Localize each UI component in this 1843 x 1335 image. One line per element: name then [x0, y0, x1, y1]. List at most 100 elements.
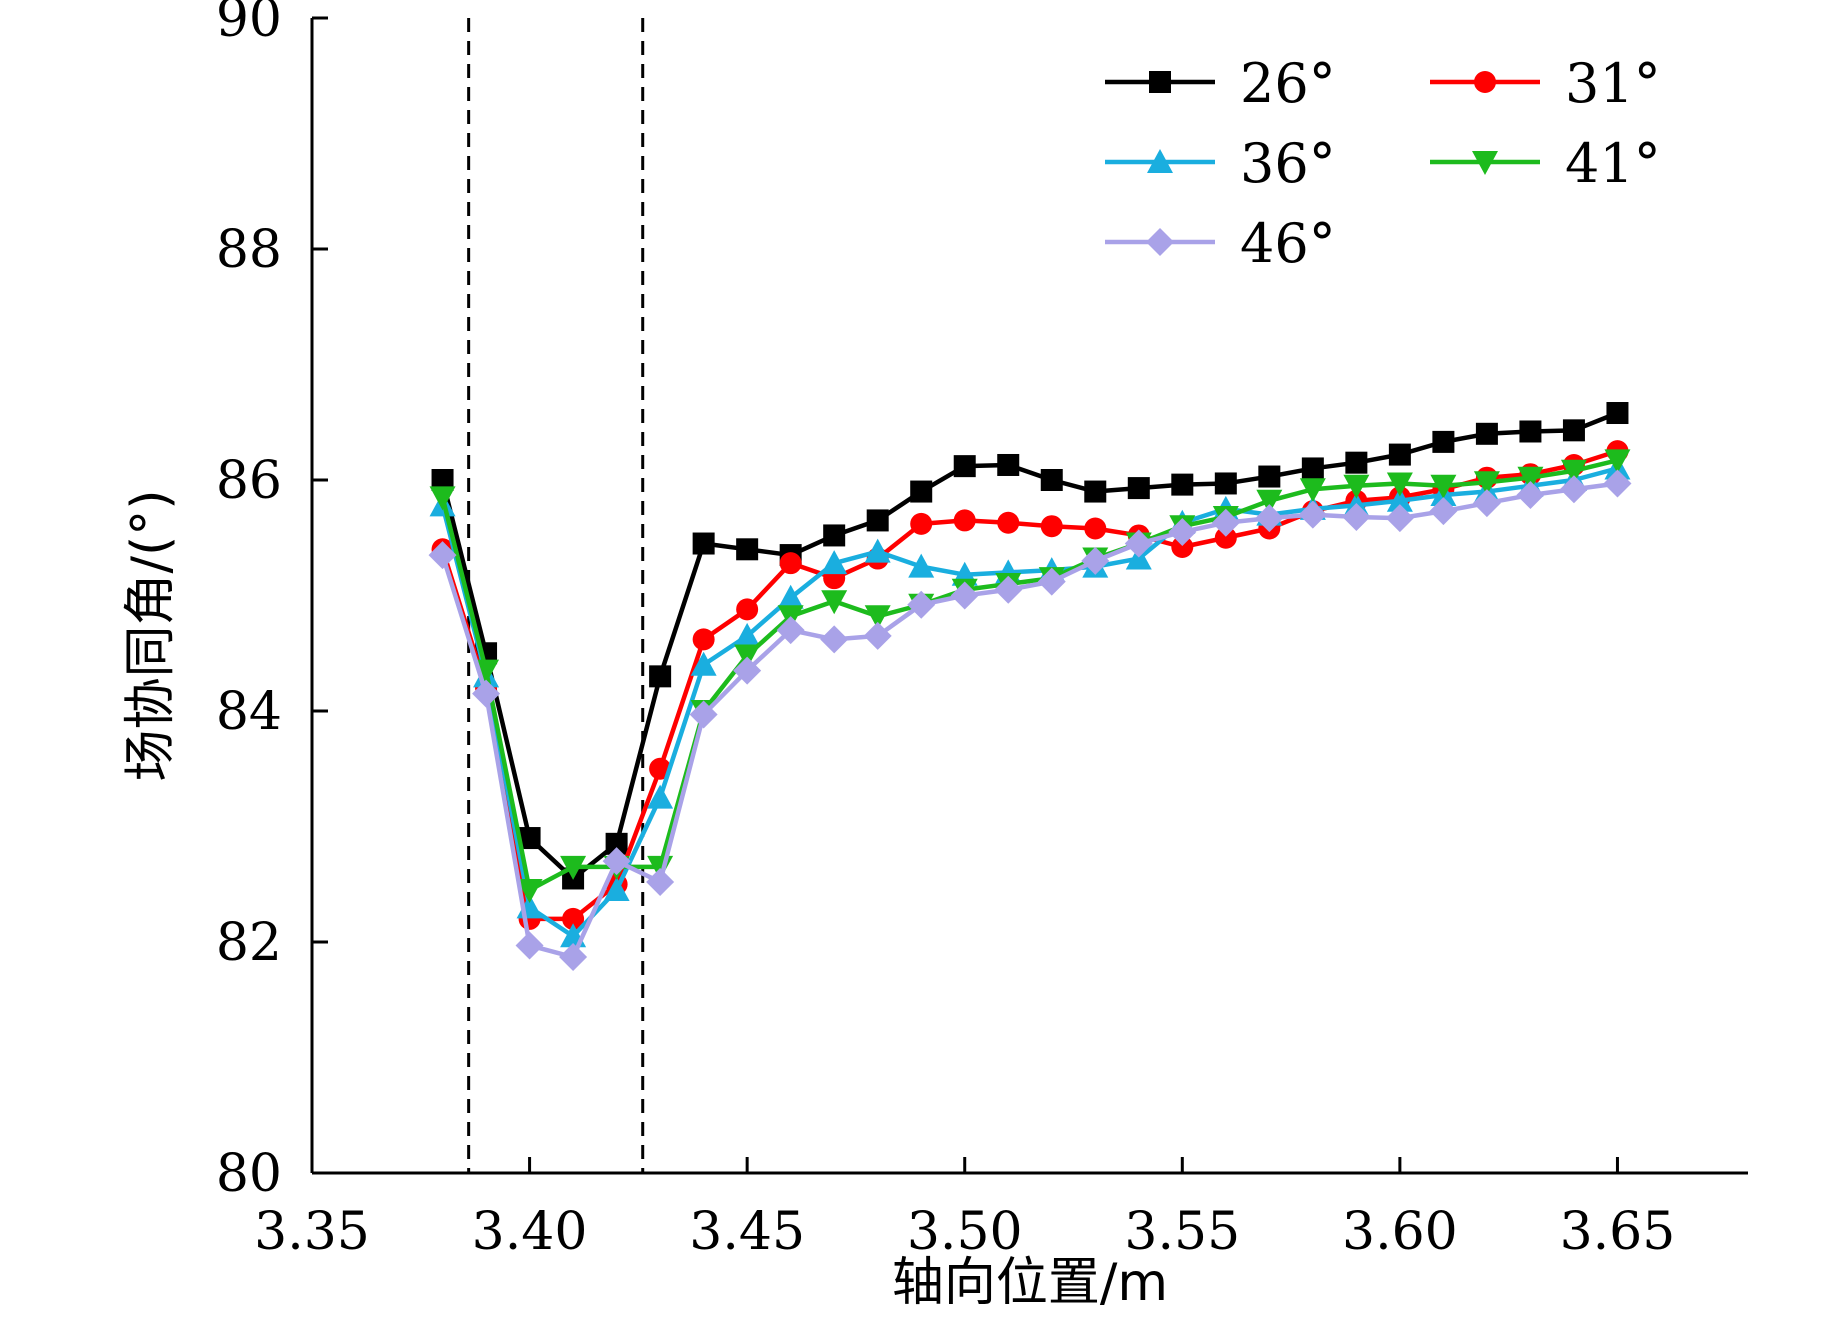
data-point — [907, 590, 936, 619]
data-point — [1214, 526, 1237, 549]
data-point — [1562, 419, 1585, 442]
data-point — [1559, 475, 1588, 504]
data-point — [863, 621, 892, 650]
data-point — [733, 656, 762, 685]
legend-label: 46° — [1240, 212, 1336, 275]
data-point — [1345, 451, 1368, 474]
data-point — [1037, 567, 1066, 596]
data-point — [1255, 504, 1284, 533]
data-point — [997, 453, 1020, 476]
legend-item: 46° — [1105, 212, 1336, 275]
data-point — [1386, 487, 1413, 512]
data-point — [646, 867, 675, 896]
x-tick-label: 3.60 — [1342, 1202, 1458, 1262]
data-point — [736, 598, 759, 621]
data-point — [518, 827, 541, 850]
data-point — [821, 590, 848, 615]
data-point — [950, 581, 979, 610]
data-point — [734, 644, 761, 669]
data-point — [1388, 443, 1411, 466]
x-tick-label: 3.45 — [689, 1202, 805, 1262]
x-tick-label: 3.35 — [254, 1202, 370, 1262]
data-point — [1168, 517, 1197, 546]
series-line — [440, 410, 1619, 881]
legend-label: 36° — [1240, 132, 1336, 195]
data-point — [779, 552, 802, 575]
legend-marker — [1146, 228, 1174, 256]
y-tick-label: 80 — [216, 1144, 282, 1204]
data-point — [1084, 480, 1107, 503]
legend: 26° 31° 36° 41° 46° — [1105, 52, 1661, 275]
data-point — [560, 855, 587, 880]
series-layer — [428, 402, 1632, 972]
y-tick-label: 86 — [216, 451, 282, 511]
data-point — [1299, 478, 1326, 503]
data-point — [1603, 469, 1632, 498]
data-point — [821, 550, 848, 575]
data-point — [776, 616, 805, 645]
data-point — [1516, 481, 1545, 510]
data-point — [562, 907, 585, 930]
data-point — [1342, 502, 1371, 531]
data-point — [692, 532, 715, 555]
data-point — [864, 538, 891, 563]
legend-item: 36° — [1105, 132, 1336, 195]
data-point — [1171, 535, 1194, 558]
data-point — [777, 584, 804, 609]
data-point — [689, 700, 718, 729]
data-point — [690, 651, 717, 676]
series-5 — [428, 469, 1632, 972]
data-point — [692, 628, 715, 651]
data-point — [516, 879, 543, 904]
x-tick-label: 3.40 — [472, 1202, 588, 1262]
x-tick-label: 3.65 — [1560, 1202, 1676, 1262]
series-line — [440, 466, 1619, 939]
data-point — [1171, 473, 1194, 496]
data-point — [1256, 489, 1283, 514]
y-axis-title: 场协同角/(°) — [121, 489, 181, 781]
legend-item: 41° — [1430, 132, 1661, 195]
data-point — [1040, 469, 1063, 491]
legend-label: 31° — [1565, 52, 1661, 115]
data-point — [1385, 504, 1414, 533]
data-point — [1475, 422, 1498, 445]
data-point — [953, 455, 976, 478]
legend-marker — [1472, 151, 1498, 175]
y-tick-label: 84 — [216, 682, 282, 742]
x-axis-title: 轴向位置/m — [892, 1253, 1168, 1313]
data-point — [1081, 546, 1110, 575]
data-point — [734, 622, 761, 647]
data-point — [1211, 508, 1240, 537]
data-point — [1125, 545, 1152, 570]
x-axis: 3.35 3.40 3.45 3.50 3.55 3.60 3.65 — [254, 1157, 1748, 1262]
data-point — [1473, 471, 1500, 496]
data-point — [1343, 474, 1370, 499]
legend-marker — [1147, 149, 1173, 173]
data-point — [1606, 402, 1629, 425]
legend-item: 26° — [1105, 52, 1336, 115]
data-point — [1258, 465, 1281, 488]
data-point — [1301, 457, 1324, 480]
x-tick-label: 3.55 — [1124, 1202, 1240, 1262]
data-point — [1084, 517, 1107, 540]
data-point — [994, 575, 1023, 604]
data-point — [736, 538, 759, 561]
data-point — [429, 486, 456, 511]
data-point — [1430, 474, 1457, 499]
data-point — [1124, 529, 1153, 558]
legend-marker — [1474, 71, 1496, 93]
plot-area — [467, 18, 645, 1173]
legend-label: 41° — [1565, 132, 1661, 195]
data-point — [428, 541, 457, 570]
data-point — [864, 605, 891, 630]
data-point — [823, 524, 846, 547]
data-point — [1127, 477, 1150, 500]
y-tick-label: 88 — [216, 220, 282, 280]
legend-marker — [1149, 71, 1171, 93]
data-point — [431, 469, 454, 491]
data-point — [1519, 420, 1542, 443]
legend-label: 26° — [1240, 52, 1336, 115]
y-tick-label: 82 — [216, 913, 282, 973]
data-point — [1604, 449, 1631, 474]
